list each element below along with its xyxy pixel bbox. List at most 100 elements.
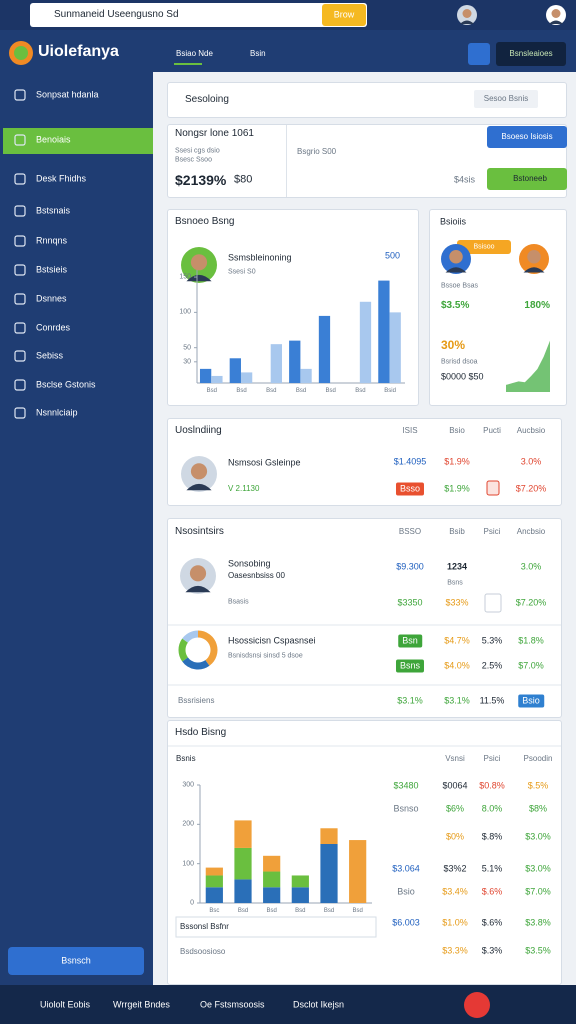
sidebar-item[interactable]: Bstsieis bbox=[36, 264, 68, 275]
stats-title: Nongsr lone 1061 bbox=[175, 128, 254, 139]
search-tag[interactable] bbox=[474, 90, 538, 108]
sidebar-item[interactable]: Conrdes bbox=[36, 322, 71, 333]
row-icon bbox=[484, 593, 502, 613]
cell: $.8% bbox=[481, 831, 503, 842]
sidebar-button-label[interactable]: Bsnsch bbox=[61, 955, 91, 966]
avatar-face bbox=[527, 250, 541, 264]
avatar-body bbox=[549, 20, 563, 24]
bar-segment bbox=[205, 867, 223, 876]
column-header: Bsio bbox=[449, 426, 465, 435]
column-header: BSSO bbox=[398, 527, 422, 536]
cell: $0.8% bbox=[479, 780, 505, 791]
area bbox=[506, 340, 550, 392]
cell: $0064 bbox=[442, 780, 468, 791]
x-tick-label: Bsd bbox=[236, 388, 247, 394]
stats-label: Ssesi cgs dsio bbox=[175, 147, 220, 155]
cell: $4.7% bbox=[444, 635, 470, 646]
cell: $3.4% bbox=[442, 886, 468, 897]
bar-segment bbox=[263, 855, 281, 872]
cell: $33% bbox=[445, 597, 469, 608]
sidebar-icon bbox=[14, 235, 26, 247]
sidebar-item[interactable]: Bstsnais bbox=[36, 205, 71, 216]
divider bbox=[286, 125, 287, 197]
activity-sub: Ssesi S0 bbox=[228, 268, 256, 276]
x-tick-label: Bsd bbox=[206, 388, 218, 394]
sidebar-item[interactable]: Bsclse Gstonis bbox=[36, 379, 96, 390]
x-tick-label: Bsid bbox=[384, 388, 396, 394]
secondary-button[interactable] bbox=[487, 168, 567, 190]
panel-title: Nsosintsirs bbox=[175, 526, 224, 537]
stats-middle: Bsgrio S00 bbox=[297, 147, 337, 156]
sidebar-item[interactable]: Dsnnes bbox=[36, 293, 67, 304]
panel-title: Sesoloing bbox=[185, 94, 229, 105]
bar bbox=[289, 340, 301, 383]
sidebar-icon bbox=[14, 89, 26, 101]
column-header: Psoodin bbox=[523, 754, 553, 763]
sidebar-item[interactable]: Rnnqns bbox=[36, 235, 68, 246]
cell: 3.0% bbox=[520, 456, 542, 467]
header-action[interactable] bbox=[496, 42, 566, 66]
primary-button-label[interactable]: Bsoeso Isiosis bbox=[501, 132, 553, 141]
nav-tab[interactable]: Bsiao Nde bbox=[176, 49, 213, 58]
filter-tag[interactable]: Sesoo Bsnis bbox=[483, 94, 529, 103]
y-tick-label: 150 bbox=[179, 273, 191, 281]
bottom-nav[interactable]: Uiololt Eobis bbox=[40, 999, 91, 1010]
panel-title: Bsioiis bbox=[440, 216, 467, 227]
sidebar-item[interactable]: Benoiais bbox=[36, 134, 71, 145]
column-header: ISIS bbox=[402, 426, 418, 435]
sidebar-item[interactable]: Sebiss bbox=[36, 350, 64, 361]
row-note: Bsasis bbox=[228, 598, 249, 606]
logo-inner bbox=[14, 46, 28, 60]
cell: $4.0% bbox=[444, 660, 470, 671]
column-header: Aucbsio bbox=[516, 426, 546, 435]
primary-button[interactable] bbox=[487, 126, 567, 148]
cell: $.6% bbox=[481, 886, 503, 897]
bottom-nav[interactable]: Wrrgeit Bndes bbox=[113, 999, 170, 1010]
header-icon-button[interactable] bbox=[468, 43, 490, 65]
search-button-label[interactable]: Brow bbox=[333, 9, 355, 20]
column-header: Ancbsio bbox=[516, 527, 546, 536]
y-tick-label: 30 bbox=[183, 358, 191, 366]
cell: $3.8% bbox=[525, 917, 551, 928]
sidebar-item[interactable]: Desk Fhidhs bbox=[36, 173, 87, 184]
filter-label[interactable]: Bssonsl Bsfnr bbox=[180, 922, 229, 931]
x-tick-label: Bsd bbox=[352, 908, 363, 914]
row-name: Hsossicisn Cspasnsei bbox=[228, 635, 316, 646]
profile-value: $0000 $50 bbox=[441, 371, 484, 382]
sidebar-item[interactable]: Nsnnlciaip bbox=[36, 407, 78, 418]
sidebar-button[interactable] bbox=[8, 947, 144, 975]
sidebar-icon bbox=[14, 173, 26, 185]
secondary-button-label[interactable]: Bstoneeb bbox=[513, 174, 547, 183]
x-tick-label: Bsc bbox=[209, 908, 220, 914]
bar-segment bbox=[291, 875, 309, 888]
x-tick-label: Bsd bbox=[355, 388, 366, 394]
bar-segment bbox=[263, 887, 281, 903]
avatar-body bbox=[186, 483, 212, 491]
nav-tab[interactable]: Bsin bbox=[250, 49, 266, 58]
cell: $1.0% bbox=[442, 917, 468, 928]
x-tick-label: Bsd bbox=[266, 388, 277, 394]
bottom-nav[interactable]: Dsclot Ikejsn bbox=[293, 999, 345, 1010]
bar-segment bbox=[205, 887, 223, 903]
header-action-label[interactable]: Bsnsleaioes bbox=[509, 49, 553, 58]
row-name: Sonsobing bbox=[228, 558, 271, 569]
sidebar-item[interactable]: Sonpsat hdanla bbox=[36, 89, 99, 100]
bar bbox=[318, 315, 331, 383]
panel-title: Bsnoeo Bsng bbox=[175, 216, 235, 227]
record-button[interactable] bbox=[464, 992, 490, 1018]
cell: $1.4095 bbox=[393, 456, 427, 467]
cell: Bsso bbox=[395, 482, 425, 496]
column-header: Psici bbox=[483, 754, 501, 763]
search-button[interactable] bbox=[322, 4, 366, 26]
search-input[interactable]: Sunmaneid Useengusno Sd bbox=[54, 9, 179, 20]
panel-title: Uoslndiing bbox=[175, 425, 222, 436]
cell: $7.0% bbox=[518, 660, 544, 671]
donut-segment bbox=[182, 657, 210, 670]
search-box[interactable] bbox=[30, 3, 367, 27]
cell: $.5% bbox=[527, 780, 549, 791]
bottom-nav[interactable]: Oe Fstsmsoosis bbox=[200, 999, 265, 1010]
cell: 2.5% bbox=[481, 660, 503, 671]
donut-segment bbox=[182, 630, 199, 643]
cell: $1.8% bbox=[518, 635, 544, 646]
bar-segment bbox=[263, 871, 281, 888]
